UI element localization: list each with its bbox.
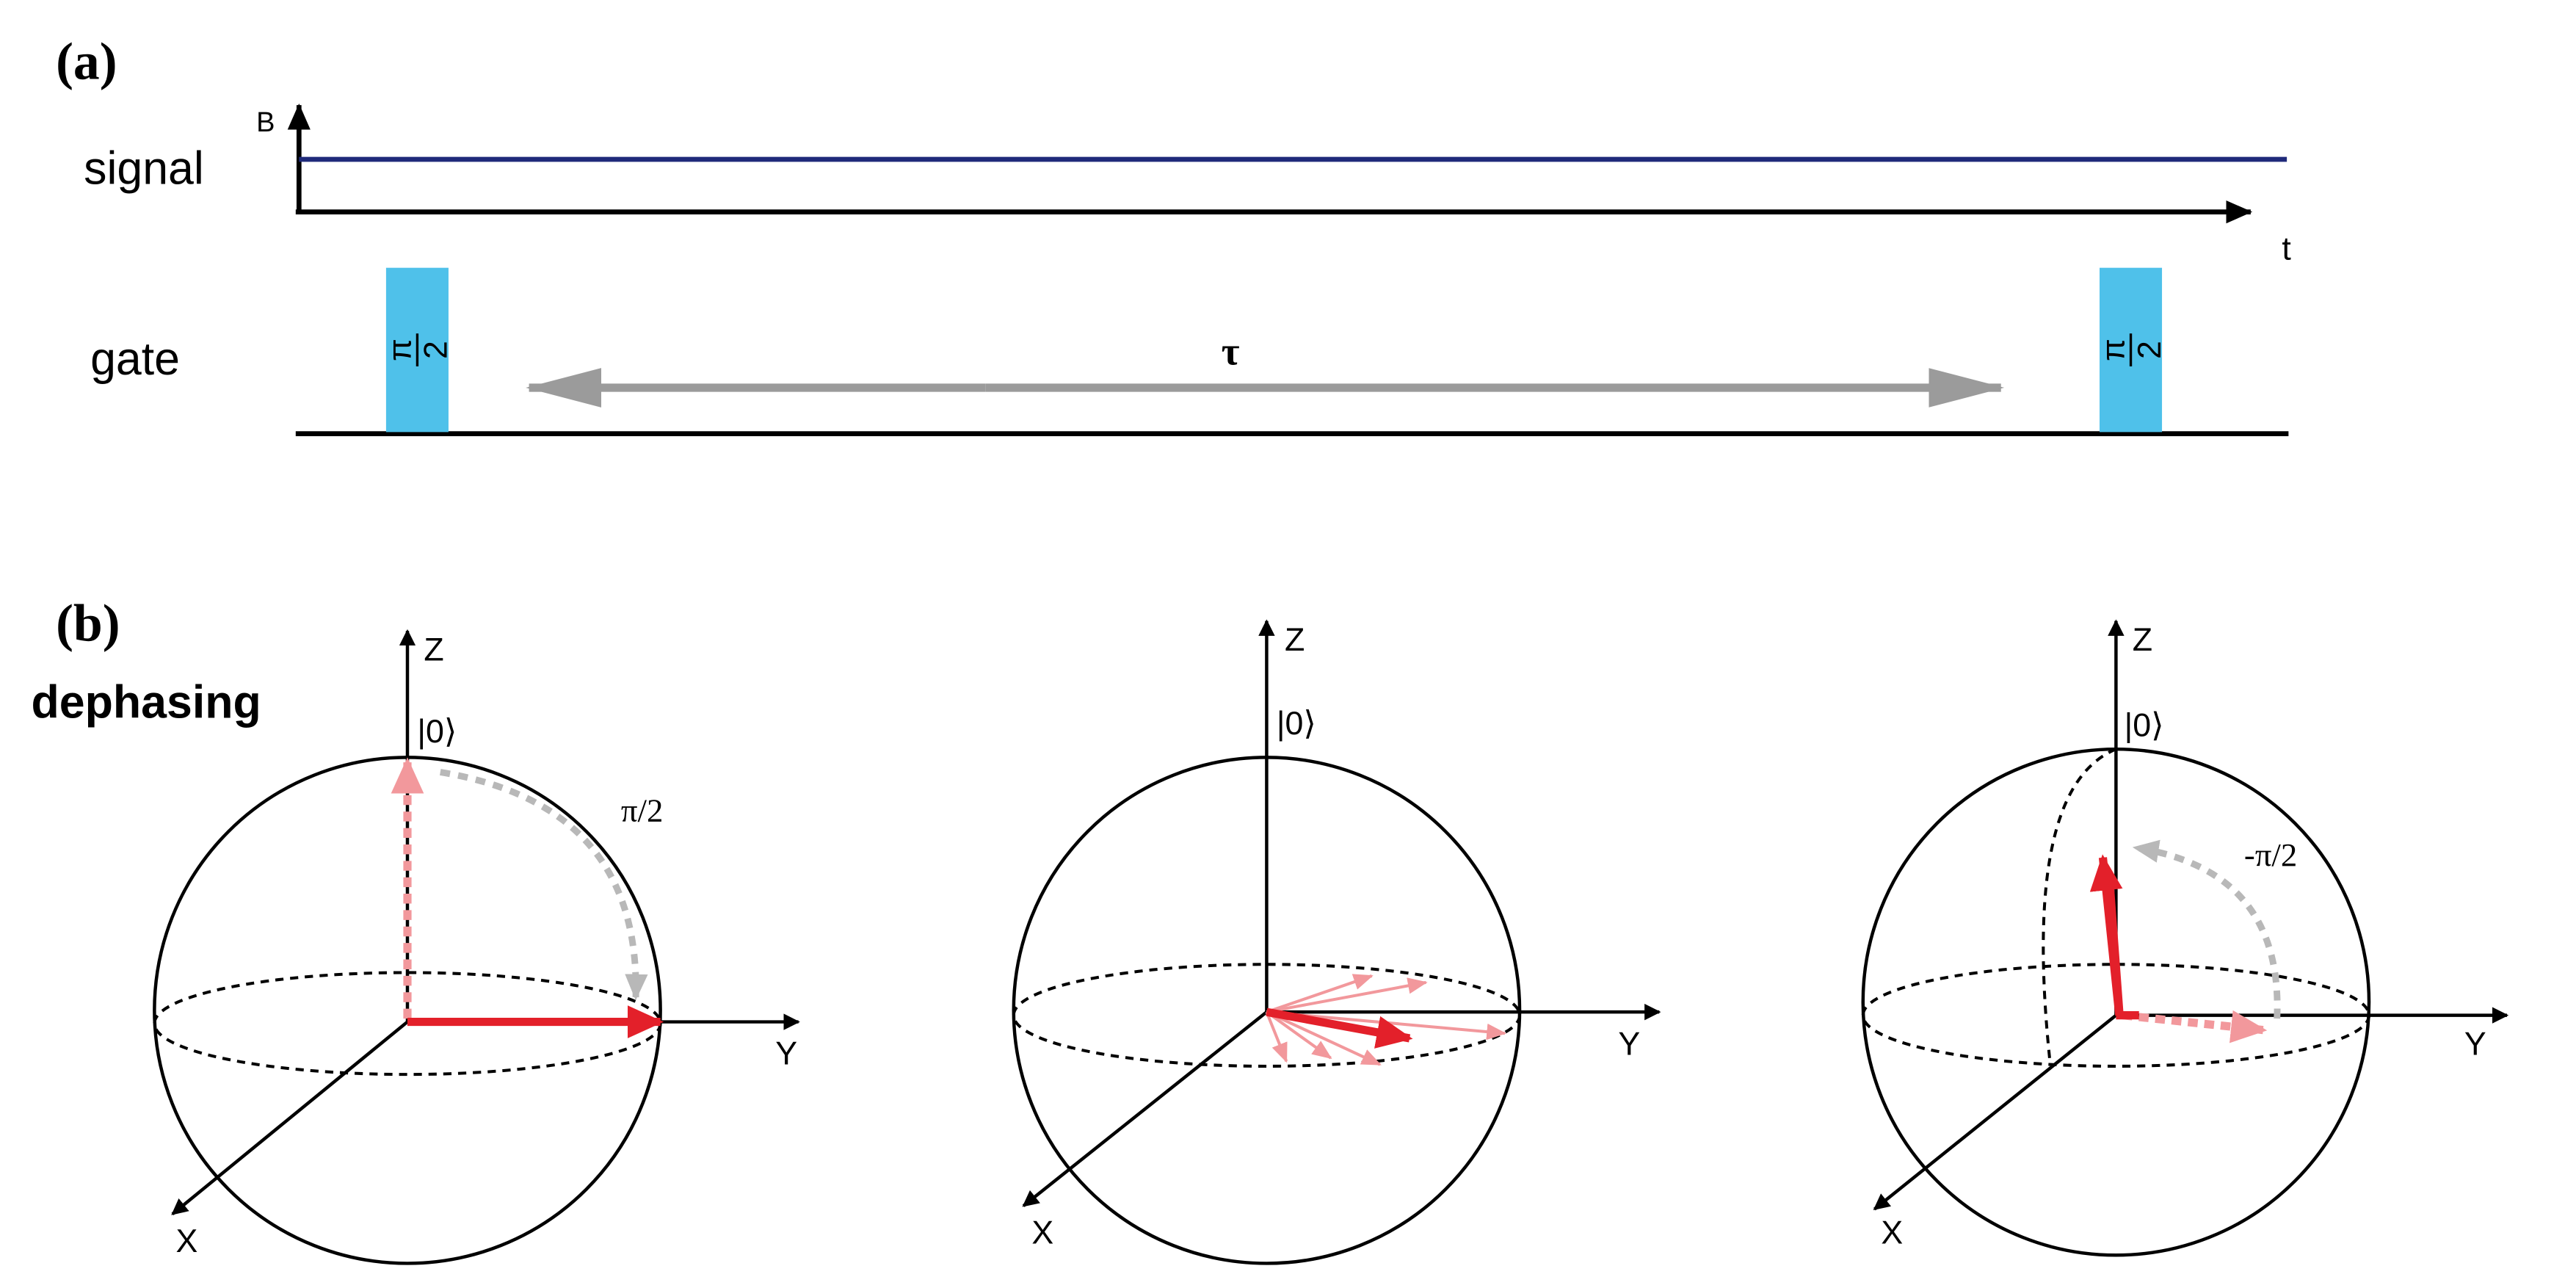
sphere-3-final-vector: [2089, 854, 2124, 1016]
signal-label: signal: [84, 143, 204, 195]
interval-label: τ: [1222, 330, 1240, 374]
pulse-left: π 2: [381, 267, 454, 433]
sphere-3-rotation-arc: [2132, 839, 2281, 1019]
sphere-1-y-label: Y: [775, 1035, 797, 1072]
sphere-3-state-label: |0⟩: [2125, 706, 2164, 743]
sphere-2-equator: [1012, 963, 1522, 1068]
sphere-1-z-label: Z: [424, 631, 443, 667]
sphere-3-y-label: Y: [2464, 1025, 2486, 1062]
sphere-3-meridian: [2042, 748, 2117, 1065]
sphere-2-z-label: Z: [1285, 621, 1305, 658]
pulse-right-denominator: 2: [2131, 341, 2168, 359]
signal-y-axis-label: B: [256, 107, 275, 138]
panel-b-label: (b): [56, 595, 120, 653]
sphere-2-x-axis: [1022, 1010, 1268, 1207]
sphere-2-mean-vector: [1266, 1007, 1413, 1049]
pulse-right: π 2: [2095, 267, 2168, 433]
bloch-sphere-1: Z |0⟩ Y X π/2: [153, 629, 800, 1265]
interval-arrow: τ: [526, 330, 2005, 408]
sphere-1-state-label: |0⟩: [417, 713, 457, 750]
sphere-3-rotation-label: -π/2: [2244, 836, 2297, 873]
bloch-sphere-2: Z |0⟩ Y X: [1012, 619, 1661, 1265]
panel-a-label: (a): [56, 32, 117, 90]
sphere-3-x-axis: [1873, 1013, 2117, 1211]
pulse-left-numerator: π: [381, 339, 418, 361]
gate-label: gate: [90, 333, 180, 385]
sphere-1-x-label: X: [175, 1223, 197, 1259]
signal-time-axis-label: t: [2282, 230, 2291, 267]
panel-a: (a) signal B t gate π 2 π 2: [56, 32, 2291, 436]
sphere-3-z-label: Z: [2133, 621, 2152, 658]
panel-b: (b) dephasing Z |0⟩ Y X π/2 Z |0⟩: [32, 595, 2509, 1265]
sphere-1-rotation-arc: [440, 769, 648, 1001]
bloch-sphere-3: Z |0⟩ Y X -π/2: [1861, 619, 2509, 1257]
sphere-1-rotation-label: π/2: [621, 792, 663, 829]
pulse-left-denominator: 2: [418, 341, 454, 359]
sphere-2-x-label: X: [1031, 1215, 1053, 1251]
sphere-2-state-label: |0⟩: [1277, 705, 1316, 742]
pulse-right-numerator: π: [2095, 339, 2132, 361]
process-label: dephasing: [32, 677, 261, 728]
sphere-1-x-axis: [171, 1020, 409, 1216]
sphere-3-x-label: X: [1881, 1215, 1903, 1251]
sphere-2-y-label: Y: [1618, 1025, 1640, 1062]
sphere-3-previous-vector: [2122, 1010, 2268, 1043]
